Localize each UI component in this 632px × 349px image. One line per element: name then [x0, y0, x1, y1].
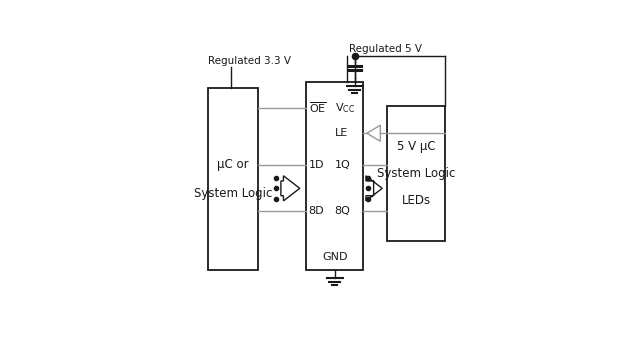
- Bar: [307, 82, 363, 270]
- Text: LE: LE: [334, 128, 348, 138]
- Polygon shape: [366, 176, 382, 201]
- Text: System Logic: System Logic: [377, 167, 455, 180]
- Text: GND: GND: [322, 252, 348, 262]
- Text: 5 V μC: 5 V μC: [397, 140, 435, 153]
- Text: 8Q: 8Q: [334, 206, 350, 216]
- Text: System Logic: System Logic: [194, 187, 272, 200]
- Text: 1Q: 1Q: [334, 161, 350, 171]
- Bar: [209, 88, 258, 270]
- Text: Regulated 3.3 V: Regulated 3.3 V: [209, 56, 291, 66]
- Text: Regulated 5 V: Regulated 5 V: [349, 44, 422, 54]
- Bar: [387, 106, 445, 241]
- Text: V$_{\mathrm{CC}}$: V$_{\mathrm{CC}}$: [334, 101, 355, 114]
- Text: LEDs: LEDs: [401, 194, 430, 207]
- Text: $\overline{\mathrm{OE}}$: $\overline{\mathrm{OE}}$: [308, 101, 326, 115]
- Polygon shape: [281, 176, 300, 201]
- Polygon shape: [367, 125, 380, 141]
- Text: 8D: 8D: [308, 206, 324, 216]
- Text: 1D: 1D: [308, 161, 324, 171]
- Text: μC or: μC or: [217, 158, 249, 171]
